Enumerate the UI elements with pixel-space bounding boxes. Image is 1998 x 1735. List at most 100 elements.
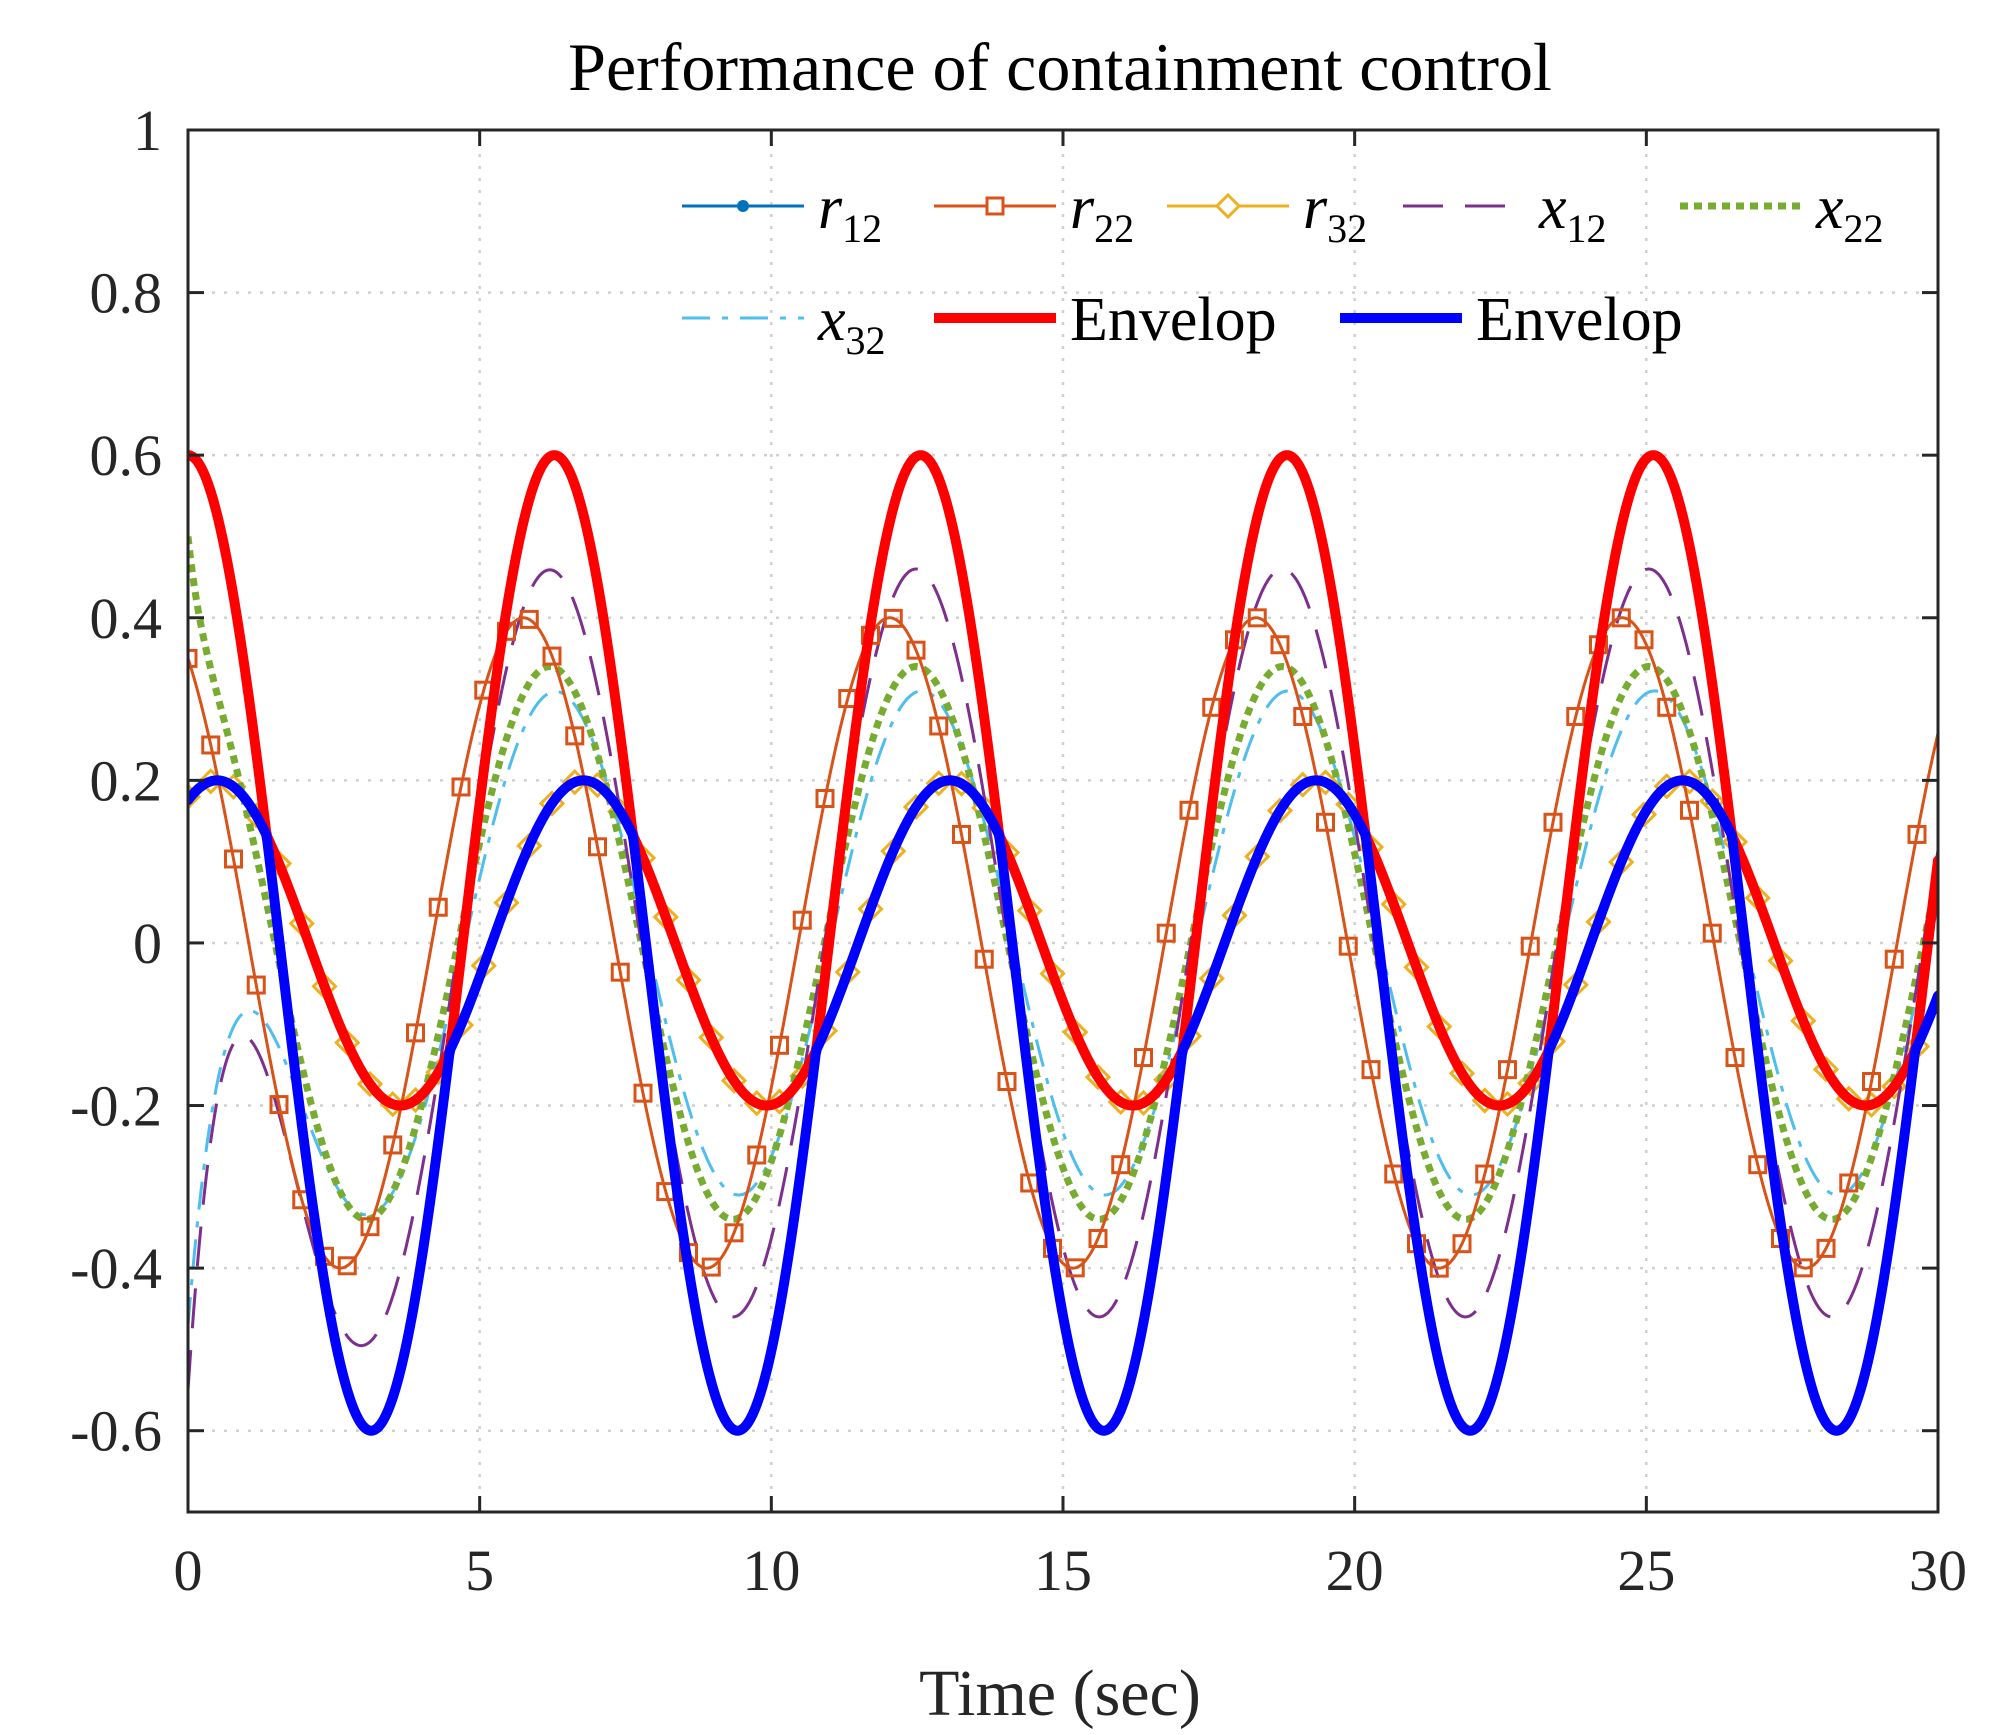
legend-item-env_upper: Envelop [934,286,1277,354]
plot-series [188,450,1938,1436]
x-tick-label: 0 [174,1538,203,1603]
x-tick-label: 10 [742,1538,800,1603]
legend-item-x22: x22 [1680,174,1884,251]
marker-r22 [1907,824,1927,844]
marker-r22 [906,640,926,660]
marker-r22 [1839,1173,1859,1193]
marker-r22 [360,1217,380,1237]
marker-r22 [188,648,198,668]
grid [188,130,1938,1512]
x-tick-label: 5 [465,1538,494,1603]
marker-r22 [997,1072,1017,1092]
marker-r22 [1748,1155,1768,1175]
marker-r22 [1134,1048,1153,1068]
series-line-r22 [188,616,1938,1270]
marker-r22 [1065,1258,1085,1278]
y-tick-label: -0.6 [70,1399,162,1464]
marker-r22 [1634,630,1654,650]
marker-r22 [1202,697,1222,717]
tick-labels: 0 5 10 15 20 25 30 -0.6 -0.4 -0.2 0 0.2 0.4 0.6 0.8 1 [70,98,1967,1603]
marker-r22 [1725,1048,1745,1068]
marker-r22 [1270,635,1290,655]
marker-r22 [1156,923,1176,943]
marker-r22 [1316,812,1335,832]
marker-r22 [883,608,903,628]
marker-r22 [519,609,539,629]
x-tick-label: 30 [1909,1538,1967,1603]
marker-r22 [1611,608,1631,628]
marker-r22 [383,1135,403,1155]
marker-r22 [610,962,630,982]
marker-r22 [929,716,949,736]
marker-r22 [792,910,812,930]
marker-r22 [337,1256,357,1276]
legend-item-x12: x12 [1403,174,1607,251]
series-line-env_lower [188,775,1938,1436]
legend-item-r32: r32 [1167,174,1367,251]
series-line-x32 [188,689,1938,1326]
legend: r12 r22 r32 x12 x22 x32 Envelop Envelop [682,174,1884,363]
marker-r22 [1088,1228,1108,1248]
marker-r22 [246,975,266,995]
marker-r22 [542,646,562,666]
legend-marker [1214,192,1242,220]
y-tick-label: 0.8 [90,261,163,326]
series-line-env_upper [188,450,1938,1111]
marker-r22 [1657,697,1677,717]
legend-label-env_lower: Envelop [1476,286,1683,354]
marker-r22 [406,1023,425,1043]
legend-label-env_upper: Envelop [1070,286,1277,354]
legend-label-r12: r12 [818,174,882,251]
y-tick-label: 1 [133,98,162,163]
marker-r22 [1384,1164,1404,1184]
legend-label-x12: x12 [1538,174,1607,251]
marker-r22 [1338,936,1358,956]
marker-r22 [428,897,448,917]
x-tick-label: 25 [1617,1538,1675,1603]
marker-r22 [1293,706,1313,726]
marker-r22 [1361,1060,1381,1080]
marker-r22 [224,849,243,869]
marker-r22 [770,1035,789,1055]
marker-r22 [1884,949,1904,969]
marker-r22 [1543,812,1563,832]
marker-r22 [747,1145,767,1165]
legend-item-env_lower: Envelop [1340,286,1683,354]
x-tick-label: 20 [1326,1538,1384,1603]
y-tick-label: 0.2 [90,748,163,813]
legend-item-x32: x32 [682,286,886,363]
marker-r22 [565,726,585,746]
marker-r22 [1111,1155,1131,1175]
legend-label-r22: r22 [1070,174,1134,251]
marker-r22 [701,1257,721,1277]
marker-r22 [1793,1258,1813,1278]
marker-r22 [1498,1060,1517,1080]
marker-r22 [815,789,835,809]
legend-marker [985,196,1005,216]
x-axis-label: Time (sec) [919,1657,1201,1730]
marker-r22 [1520,936,1540,956]
marker-r22 [1452,1234,1472,1254]
chart-title: Performance of containment control [568,29,1552,105]
marker-r22 [1862,1072,1881,1092]
marker-r22 [1816,1238,1836,1258]
legend-item-r12: r12 [682,174,882,251]
marker-r22 [633,1083,653,1103]
legend-label-x22: x22 [1815,174,1884,251]
axes [186,128,1940,1514]
legend-item-r22: r22 [934,174,1134,251]
marker-r22 [724,1223,744,1243]
marker-r22 [201,735,221,755]
legend-label-r32: r32 [1303,174,1367,251]
marker-r22 [1429,1258,1449,1278]
marker-r22 [451,777,471,797]
y-tick-label: -0.4 [70,1236,162,1301]
marker-r22 [1179,800,1199,820]
marker-r22 [1702,923,1722,943]
legend-label-x32: x32 [817,286,886,363]
marker-r22 [1247,608,1267,628]
y-tick-label: -0.2 [70,1074,162,1139]
marker-r22 [1475,1164,1495,1184]
